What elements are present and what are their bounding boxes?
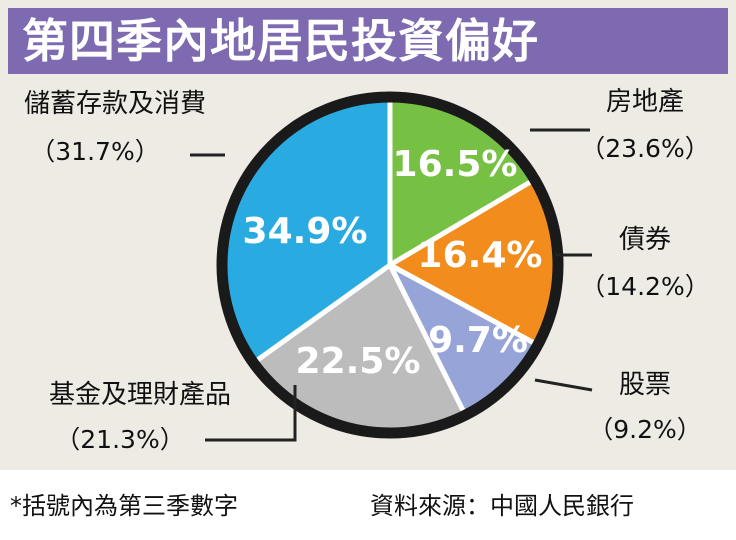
- pie-outline: [216, 91, 564, 439]
- leader-line-stocks: [534, 378, 593, 392]
- value-label-savings-consumption: 34.9%: [243, 211, 368, 252]
- category-label-stocks: 股票: [619, 370, 671, 400]
- value-label-stocks: 9.7%: [428, 320, 528, 361]
- category-label-funds-wealth: 基金及理財產品: [49, 380, 231, 410]
- category-label-real-estate: 房地產: [606, 87, 684, 117]
- pie-chart: 16.5% 16.4% 9.7%22.5% 34.9% 房地產 （23.6%） 債券 （14.…: [24, 87, 710, 454]
- chart-title: 第四季內地居民投資偏好: [22, 14, 539, 68]
- leader-line-funds-wealth: [205, 385, 297, 442]
- prev-quarter-label-savings-consumption: （31.7%）: [30, 137, 159, 166]
- prev-quarter-label-funds-wealth: （21.3%）: [55, 425, 184, 454]
- value-label-real-estate: 16.5%: [393, 144, 518, 185]
- value-label-funds-wealth: 22.5%: [296, 341, 421, 382]
- source-note: 資料來源：中國人民銀行: [370, 492, 634, 520]
- prev-quarter-label-stocks: （9.2%）: [588, 415, 702, 444]
- footnote: *括號內為第三季數字: [10, 492, 238, 520]
- category-label-bonds: 債券: [619, 225, 671, 255]
- prev-quarter-label-real-estate: （23.6%）: [580, 134, 709, 163]
- category-label-savings-consumption: 儲蓄存款及消費: [24, 89, 206, 119]
- prev-quarter-label-bonds: （14.2%）: [580, 272, 709, 301]
- title-bar: 第四季內地居民投資偏好: [8, 8, 728, 74]
- value-label-bonds: 16.4%: [418, 235, 543, 276]
